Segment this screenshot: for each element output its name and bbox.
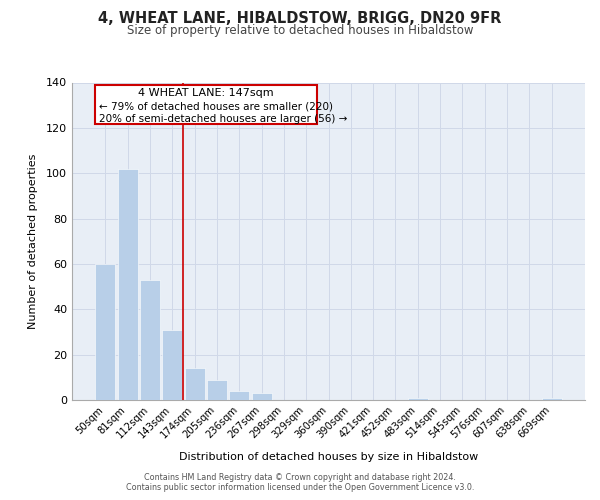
Bar: [162, 330, 182, 400]
Text: 20% of semi-detached houses are larger (56) →: 20% of semi-detached houses are larger (…: [99, 114, 347, 124]
Text: 4, WHEAT LANE, HIBALDSTOW, BRIGG, DN20 9FR: 4, WHEAT LANE, HIBALDSTOW, BRIGG, DN20 9…: [98, 11, 502, 26]
Bar: [207, 380, 227, 400]
FancyBboxPatch shape: [95, 85, 317, 124]
Bar: [251, 393, 272, 400]
Text: 4 WHEAT LANE: 147sqm: 4 WHEAT LANE: 147sqm: [138, 88, 274, 99]
X-axis label: Distribution of detached houses by size in Hibaldstow: Distribution of detached houses by size …: [179, 452, 478, 462]
Bar: [542, 398, 562, 400]
Bar: [408, 398, 428, 400]
Text: ← 79% of detached houses are smaller (220): ← 79% of detached houses are smaller (22…: [99, 102, 333, 112]
Y-axis label: Number of detached properties: Number of detached properties: [28, 154, 38, 329]
Bar: [229, 391, 249, 400]
Bar: [140, 280, 160, 400]
Text: Contains HM Land Registry data © Crown copyright and database right 2024.
Contai: Contains HM Land Registry data © Crown c…: [126, 473, 474, 492]
Text: Size of property relative to detached houses in Hibaldstow: Size of property relative to detached ho…: [127, 24, 473, 37]
Bar: [118, 168, 138, 400]
Bar: [95, 264, 115, 400]
Bar: [185, 368, 205, 400]
